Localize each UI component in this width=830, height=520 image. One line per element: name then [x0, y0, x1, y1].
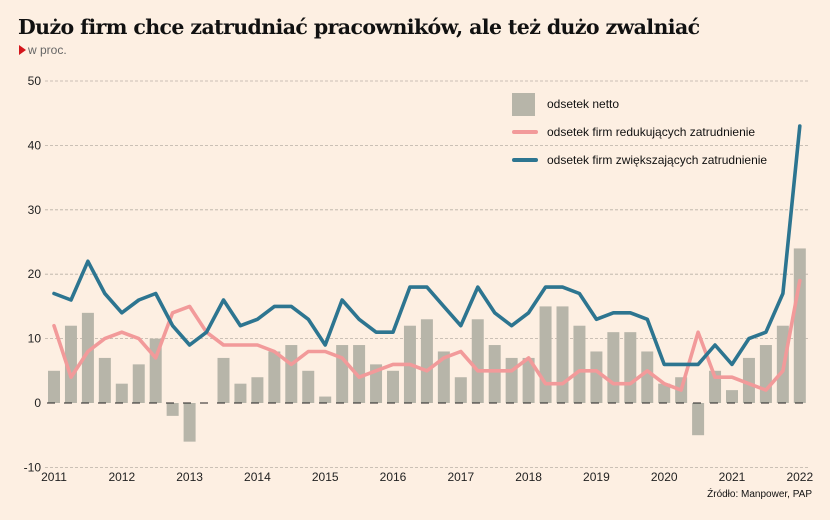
bar: [166, 403, 179, 416]
bar: [115, 383, 128, 403]
bar: [505, 357, 518, 403]
bar: [285, 345, 298, 403]
y-tick-label: 50: [28, 74, 42, 88]
bar: [607, 332, 620, 403]
x-tick-label: 2017: [447, 470, 474, 484]
bar: [454, 377, 467, 403]
x-tick-label: 2016: [380, 470, 407, 484]
legend-label: odsetek firm redukujących zatrudnienie: [547, 125, 756, 139]
x-tick-label: 2020: [651, 470, 678, 484]
x-tick-label: 2011: [41, 470, 67, 484]
legend-item-reducing: odsetek firm redukujących zatrudnienie: [512, 118, 767, 146]
bar: [183, 403, 196, 442]
x-tick-label: 2015: [312, 470, 339, 484]
x-axis-ticks: 2011 2012 2013 2014 2015 2016 2017 2018 2019 2020…: [41, 470, 813, 484]
bar: [251, 377, 264, 403]
bar: [590, 351, 603, 403]
x-tick-label: 2021: [719, 470, 746, 484]
legend-label: odsetek netto: [547, 97, 620, 111]
bar: [98, 357, 111, 403]
legend-line-swatch-icon: [512, 130, 538, 134]
bar-series-netto: [48, 248, 806, 442]
bar: [319, 396, 332, 403]
legend-item-netto: odsetek netto: [512, 90, 767, 118]
x-tick-label: 2012: [108, 470, 135, 484]
bar: [48, 370, 60, 403]
bar: [624, 332, 637, 403]
bar: [234, 383, 247, 403]
y-tick-label: 30: [28, 203, 42, 217]
legend-bar-swatch-icon: [512, 92, 535, 116]
bar: [488, 345, 501, 403]
bar: [658, 383, 671, 403]
bar: [217, 357, 230, 403]
bar: [573, 325, 586, 403]
bar: [759, 345, 772, 403]
bar: [522, 357, 535, 403]
y-tick-label: 0: [34, 396, 41, 410]
x-tick-label: 2019: [583, 470, 610, 484]
line-series: [52, 124, 802, 392]
y-axis-ticks: 50 40 30 20 10 0 -10: [24, 74, 42, 474]
legend-label: odsetek firm zwiększających zatrudnienie: [547, 153, 768, 167]
y-tick-label: 40: [28, 138, 42, 152]
bar: [692, 403, 705, 436]
bar: [353, 345, 366, 403]
bar: [302, 370, 315, 403]
x-tick-label: 2018: [515, 470, 542, 484]
y-tick-label: 10: [28, 332, 42, 346]
bar: [387, 370, 399, 403]
x-tick-label: 2022: [786, 470, 813, 484]
y-tick-label: -10: [24, 460, 42, 474]
bar: [742, 357, 755, 403]
chart-subtitle: w proc.: [19, 43, 67, 57]
bar: [370, 364, 383, 403]
bar: [420, 319, 433, 403]
bar: [641, 351, 654, 403]
bar: [539, 306, 552, 403]
gridlines: [45, 80, 808, 468]
bar: [471, 319, 484, 403]
chart-title: Dużo firm chce zatrudniać pracowników, a…: [18, 15, 700, 39]
triangle-marker-icon: [19, 45, 26, 55]
unit-label: w proc.: [28, 43, 67, 57]
legend-item-increasing: odsetek firm zwiększających zatrudnienie: [512, 146, 767, 174]
bar: [556, 306, 569, 403]
y-tick-label: 20: [28, 267, 42, 281]
legend-line-swatch-icon: [512, 158, 538, 162]
source-note: Źródło: Manpower, PAP: [707, 489, 812, 500]
x-tick-label: 2014: [244, 470, 271, 484]
bar: [726, 390, 738, 403]
legend: odsetek netto odsetek firm redukujących …: [512, 90, 767, 174]
bar: [81, 312, 94, 403]
bar: [437, 351, 450, 403]
bar: [268, 351, 281, 403]
bar: [64, 325, 77, 403]
x-tick-label: 2013: [176, 470, 203, 484]
bar: [132, 364, 145, 403]
bar: [793, 248, 806, 403]
bar: [336, 345, 349, 403]
